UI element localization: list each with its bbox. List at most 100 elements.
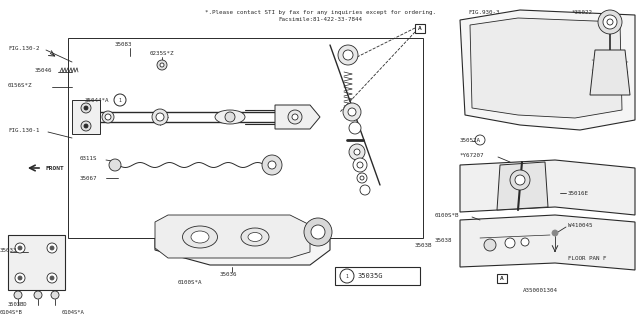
- Text: FIG.130-2: FIG.130-2: [8, 45, 40, 51]
- Text: 0104S*A: 0104S*A: [62, 310, 84, 316]
- Circle shape: [292, 114, 298, 120]
- Text: 35083: 35083: [115, 42, 132, 46]
- Ellipse shape: [182, 226, 218, 248]
- Circle shape: [18, 246, 22, 250]
- Text: FRONT: FRONT: [45, 165, 64, 171]
- Circle shape: [357, 162, 363, 168]
- Circle shape: [156, 113, 164, 121]
- Polygon shape: [590, 50, 630, 95]
- Circle shape: [505, 238, 515, 248]
- Circle shape: [475, 135, 485, 145]
- Circle shape: [607, 19, 613, 25]
- Circle shape: [510, 170, 530, 190]
- Text: FLOOR PAN F: FLOOR PAN F: [568, 255, 607, 260]
- Text: 0311S: 0311S: [80, 156, 97, 161]
- Text: 3503B: 3503B: [415, 243, 433, 247]
- Text: *.Please contact STI by fax for any inquiries except for ordering.: *.Please contact STI by fax for any inqu…: [205, 10, 435, 15]
- Text: 35044*A: 35044*A: [85, 98, 109, 102]
- Circle shape: [343, 50, 353, 60]
- Text: 1: 1: [118, 98, 122, 102]
- Circle shape: [353, 158, 367, 172]
- Polygon shape: [155, 215, 310, 258]
- Ellipse shape: [241, 228, 269, 246]
- Text: W410045: W410045: [568, 222, 593, 228]
- Circle shape: [343, 103, 361, 121]
- Circle shape: [14, 291, 22, 299]
- Polygon shape: [72, 100, 100, 134]
- Circle shape: [338, 45, 358, 65]
- Text: A350001304: A350001304: [522, 287, 557, 292]
- Text: 35046: 35046: [35, 68, 52, 73]
- Circle shape: [340, 269, 354, 283]
- Text: 35016E: 35016E: [568, 190, 589, 196]
- Text: FIG.930-3: FIG.930-3: [468, 10, 499, 15]
- Circle shape: [349, 144, 365, 160]
- Polygon shape: [460, 215, 635, 270]
- Circle shape: [349, 122, 361, 134]
- Polygon shape: [470, 18, 622, 118]
- Text: 35038: 35038: [435, 237, 452, 243]
- Text: A: A: [500, 276, 504, 281]
- Circle shape: [15, 273, 25, 283]
- Circle shape: [102, 111, 114, 123]
- Bar: [497, 274, 507, 283]
- Text: 0156S*Z: 0156S*Z: [8, 83, 33, 87]
- Circle shape: [268, 161, 276, 169]
- Polygon shape: [275, 105, 320, 129]
- Circle shape: [311, 225, 325, 239]
- Circle shape: [47, 273, 57, 283]
- Text: 35036: 35036: [220, 273, 237, 277]
- Circle shape: [105, 114, 111, 120]
- Circle shape: [348, 108, 356, 116]
- Circle shape: [15, 243, 25, 253]
- Polygon shape: [497, 162, 548, 210]
- Circle shape: [84, 106, 88, 110]
- Bar: [335, 267, 420, 285]
- Circle shape: [288, 110, 302, 124]
- Text: 1: 1: [346, 274, 348, 278]
- Text: 0235S*Z: 0235S*Z: [150, 51, 175, 55]
- Circle shape: [157, 60, 167, 70]
- Circle shape: [354, 149, 360, 155]
- Text: 35035G: 35035G: [358, 273, 383, 279]
- Text: 0104S*B: 0104S*B: [0, 310, 23, 316]
- Circle shape: [47, 243, 57, 253]
- Circle shape: [552, 230, 558, 236]
- Bar: [415, 23, 425, 33]
- Polygon shape: [72, 42, 415, 198]
- Circle shape: [515, 175, 525, 185]
- Bar: [68, 38, 423, 238]
- Circle shape: [81, 103, 91, 113]
- Text: *Y67207: *Y67207: [460, 153, 484, 157]
- Text: 35057A: 35057A: [460, 138, 481, 142]
- Circle shape: [51, 291, 59, 299]
- Polygon shape: [460, 160, 635, 215]
- Circle shape: [152, 109, 168, 125]
- Circle shape: [109, 159, 121, 171]
- Text: 0100S*A: 0100S*A: [178, 281, 202, 285]
- Circle shape: [81, 121, 91, 131]
- Polygon shape: [8, 235, 65, 290]
- Circle shape: [225, 112, 235, 122]
- Text: 35033: 35033: [0, 247, 17, 252]
- Circle shape: [262, 155, 282, 175]
- Ellipse shape: [191, 231, 209, 243]
- Circle shape: [84, 124, 88, 128]
- Text: 0100S*B: 0100S*B: [435, 212, 460, 218]
- Text: *35022: *35022: [572, 10, 593, 15]
- Text: 35067: 35067: [80, 175, 97, 180]
- Text: A: A: [418, 26, 422, 30]
- Circle shape: [360, 185, 370, 195]
- Circle shape: [34, 291, 42, 299]
- Text: Facsimile:81-422-33-7844: Facsimile:81-422-33-7844: [278, 17, 362, 22]
- Circle shape: [360, 176, 364, 180]
- Circle shape: [484, 239, 496, 251]
- Circle shape: [114, 94, 126, 106]
- Polygon shape: [155, 195, 330, 265]
- Text: FIG.130-1: FIG.130-1: [8, 127, 40, 132]
- Circle shape: [50, 246, 54, 250]
- Text: 3503BD: 3503BD: [8, 302, 28, 308]
- Circle shape: [603, 15, 617, 29]
- Ellipse shape: [215, 110, 245, 124]
- Circle shape: [304, 218, 332, 246]
